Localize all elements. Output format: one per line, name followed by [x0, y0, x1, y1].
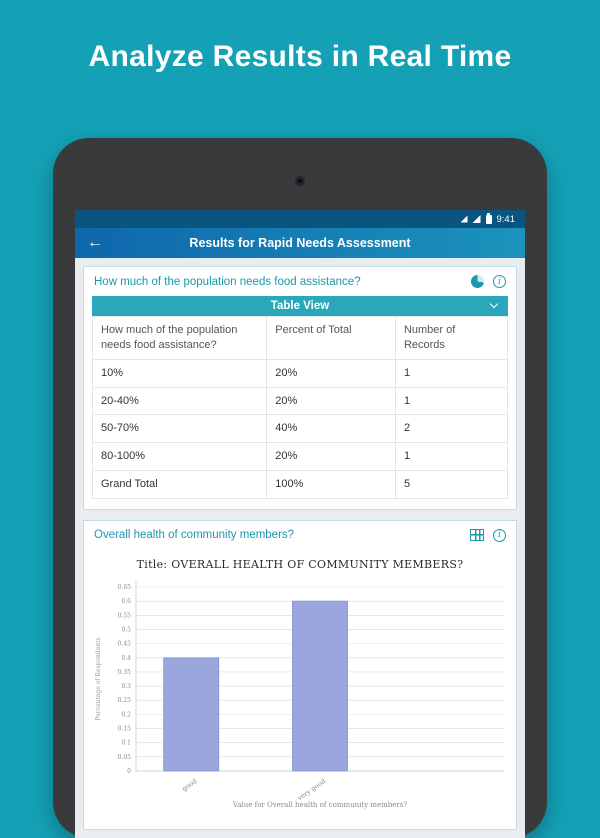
- table-header-row: How much of the population needs food as…: [91, 316, 509, 360]
- signal-icon: [472, 215, 481, 223]
- svg-text:0.55: 0.55: [118, 612, 132, 619]
- svg-text:0: 0: [127, 768, 131, 775]
- wifi-icon: [460, 215, 468, 223]
- table-cell: 1: [394, 442, 509, 472]
- column-header: How much of the population needs food as…: [91, 316, 268, 360]
- svg-text:Value for Overall health of co: Value for Overall health of community me…: [232, 801, 407, 809]
- svg-text:Percentage of Respondents: Percentage of Respondents: [95, 637, 102, 720]
- app-bar: ← Results for Rapid Needs Assessment: [75, 228, 525, 258]
- info-icon[interactable]: i: [493, 275, 506, 288]
- table-cell: 100%: [266, 470, 396, 499]
- question-actions: i: [470, 528, 506, 542]
- table-cell: Grand Total: [91, 470, 268, 499]
- tablet-screen: 9:41 ← Results for Rapid Needs Assessmen…: [75, 210, 525, 838]
- question-card-overall-health: Overall health of community members? i T…: [83, 519, 517, 830]
- info-icon[interactable]: i: [493, 528, 506, 542]
- table-cell: 10%: [91, 358, 268, 388]
- table-row-grand-total: Grand Total 100% 5: [91, 470, 509, 499]
- tablet-device: 9:41 ← Results for Rapid Needs Assessmen…: [53, 138, 547, 838]
- svg-text:0.3: 0.3: [121, 683, 131, 690]
- results-content: How much of the population needs food as…: [75, 258, 525, 838]
- question-text: Overall health of community members?: [94, 529, 295, 542]
- question-header: How much of the population needs food as…: [84, 267, 516, 296]
- question-header: Overall health of community members? i: [84, 521, 516, 550]
- table-cell: 40%: [266, 414, 396, 444]
- table-cell: 20%: [266, 442, 396, 472]
- table-cell: 20%: [266, 386, 396, 416]
- column-header: Number of Records: [394, 316, 509, 360]
- svg-text:0.1: 0.1: [121, 740, 131, 747]
- svg-text:0.65: 0.65: [118, 584, 132, 591]
- app-bar-title: Results for Rapid Needs Assessment: [189, 236, 411, 250]
- table-cell: 1: [394, 386, 509, 416]
- svg-text:good: good: [181, 777, 199, 793]
- battery-icon: [485, 212, 492, 224]
- column-header: Percent of Total: [266, 316, 396, 360]
- table-cell: 50-70%: [91, 414, 268, 444]
- question-card-food-assistance: How much of the population needs food as…: [83, 266, 517, 510]
- svg-text:0.25: 0.25: [118, 697, 132, 704]
- svg-text:0.4: 0.4: [121, 655, 131, 662]
- table-row: 50-70% 40% 2: [91, 414, 509, 444]
- svg-text:0.2: 0.2: [121, 711, 131, 718]
- svg-text:0.45: 0.45: [118, 641, 132, 648]
- svg-text:0.15: 0.15: [118, 725, 132, 732]
- pie-chart-icon[interactable]: [471, 275, 484, 288]
- question-text: How much of the population needs food as…: [94, 275, 361, 288]
- svg-text:0.05: 0.05: [118, 754, 132, 761]
- svg-text:0.35: 0.35: [118, 669, 132, 676]
- table-view-icon[interactable]: [470, 529, 484, 542]
- table-cell: 2: [394, 414, 509, 444]
- chevron-down-icon: [489, 299, 499, 309]
- view-selector-dropdown[interactable]: Table View: [92, 296, 508, 316]
- bar-chart: 0 0.05 0.1 0.15 0.2 0.25 0.3 0.35 0.4 0.45 0.5 0.55…: [95, 580, 504, 809]
- status-bar: 9:41: [75, 210, 525, 228]
- table-cell: 80-100%: [91, 442, 268, 472]
- back-button[interactable]: ←: [87, 234, 103, 251]
- svg-text:very good: very good: [295, 777, 327, 803]
- hero-title: Analyze Results in Real Time: [88, 40, 512, 73]
- question-actions: i: [471, 275, 506, 288]
- svg-text:0.5: 0.5: [121, 626, 131, 633]
- status-time: 9:41: [496, 213, 516, 225]
- table-cell: 5: [394, 470, 509, 499]
- table-cell: 20-40%: [91, 386, 268, 416]
- camera-dot: [295, 176, 305, 186]
- svg-text:0.6: 0.6: [121, 598, 131, 605]
- table-row: 20-40% 20% 1: [91, 386, 509, 416]
- view-selector-label: Table View: [270, 300, 330, 312]
- table-row: 80-100% 20% 1: [91, 442, 509, 472]
- results-table: How much of the population needs food as…: [91, 316, 509, 499]
- table-cell: 1: [394, 358, 509, 388]
- table-cell: 20%: [266, 358, 396, 388]
- chart-title: Title: OVERALL HEALTH OF COMMUNITY MEMBE…: [136, 557, 464, 571]
- table-row: 10% 20% 1: [91, 358, 509, 388]
